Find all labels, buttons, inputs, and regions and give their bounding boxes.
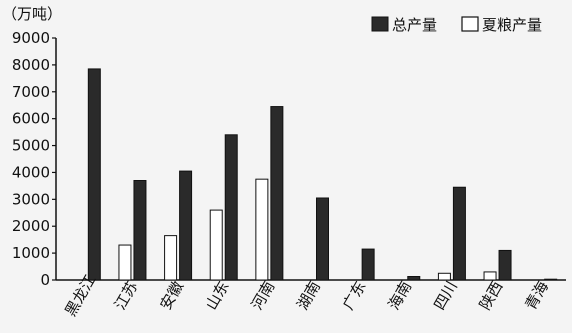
bar-total-6 (316, 197, 329, 281)
category-label: 山东 (202, 278, 233, 313)
category-label: 安徽 (156, 278, 187, 313)
y-tick-label: 6000 (12, 110, 50, 128)
bar-summer-grain-10 (483, 271, 497, 281)
axes (55, 38, 566, 281)
bar-total-7 (361, 248, 375, 281)
bar-total-1 (87, 68, 101, 281)
bar-total-9 (452, 186, 466, 281)
y-ticks: 0 1000 2000 3000 4000 5000 6000 7000 8000 9000 (12, 29, 56, 289)
category-label: 黑龙江 (61, 272, 99, 320)
bar-total-11 (544, 278, 558, 281)
bar-total-2 (133, 180, 147, 281)
category-label: 四川 (430, 278, 461, 313)
category-label: 河南 (248, 278, 279, 313)
y-tick-label: 2000 (12, 217, 50, 235)
y-tick-label: 8000 (12, 56, 50, 74)
bar-summer-grain-9 (437, 272, 451, 281)
category-label: 广东 (339, 278, 370, 313)
legend-swatch-summer (461, 16, 479, 32)
y-tick-label: 3000 (12, 190, 50, 208)
y-tick-label: 9000 (12, 29, 50, 47)
bar-summer-grain-4 (209, 209, 223, 281)
category-label: 青海 (522, 278, 553, 313)
category-label: 海南 (385, 278, 416, 313)
y-axis-unit-label: （万吨） (2, 5, 62, 23)
bar-summer-grain-3 (164, 235, 178, 281)
legend-label-summer: 夏粮产量 (482, 16, 542, 34)
bar-total-4 (224, 134, 238, 281)
legend-swatch-total (371, 16, 389, 32)
y-tick-label: 5000 (12, 137, 50, 155)
category-label: 湖南 (293, 278, 324, 313)
y-tick-label: 7000 (12, 83, 50, 101)
bars (87, 68, 558, 281)
y-tick-label: 1000 (12, 244, 50, 262)
bar-summer-grain-2 (118, 244, 132, 281)
category-label: 陕西 (476, 278, 507, 313)
y-tick-label: 0 (40, 271, 50, 289)
bar-summer-grain-5 (255, 178, 269, 281)
bar-total-3 (179, 170, 193, 281)
legend: 总产量 夏粮产量 (371, 16, 542, 34)
bar-total-8 (407, 276, 421, 281)
y-tick-label: 4000 (12, 163, 50, 181)
category-label: 江苏 (111, 278, 142, 313)
bar-total-10 (498, 249, 512, 281)
legend-label-total: 总产量 (392, 16, 437, 34)
bar-total-5 (270, 106, 284, 281)
